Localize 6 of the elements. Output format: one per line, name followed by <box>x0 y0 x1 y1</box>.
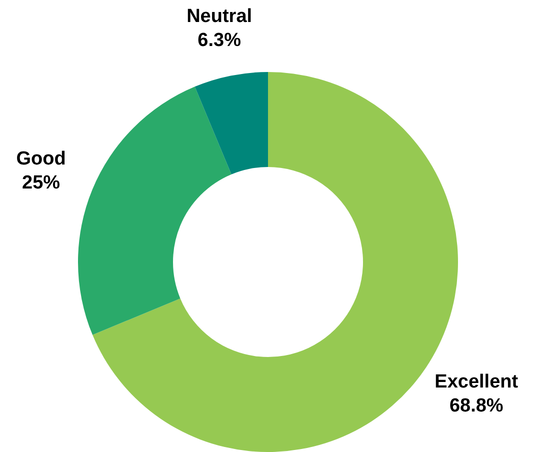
data-label: 68.8% <box>449 395 504 416</box>
data-label: 25% <box>22 172 60 194</box>
slice-label: Neutral <box>186 6 252 27</box>
slice-label: Good <box>16 148 66 170</box>
data-label: 6.3% <box>198 30 242 51</box>
slice-label: Excellent <box>434 371 519 392</box>
